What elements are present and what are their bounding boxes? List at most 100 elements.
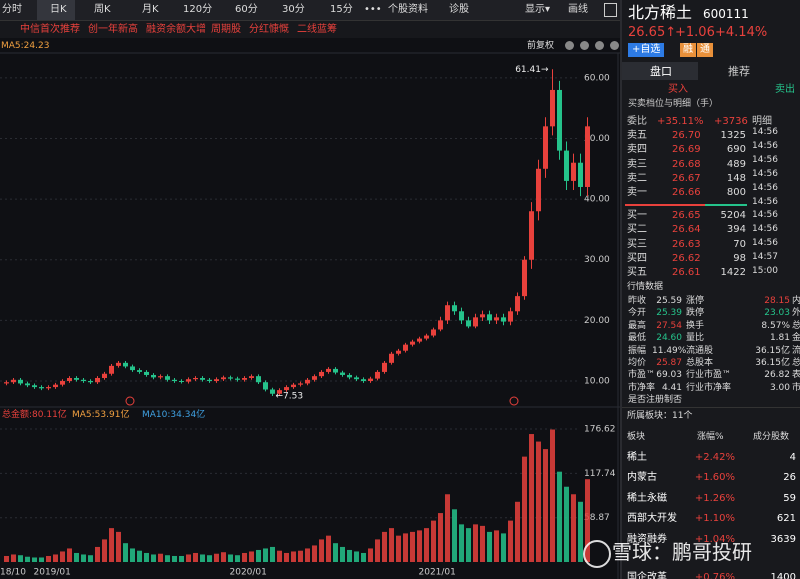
toolbar-tab[interactable]: 个股资料 — [388, 4, 428, 15]
toolbar-tab[interactable]: 周K — [94, 4, 111, 15]
watch-button[interactable]: +自选 — [628, 43, 665, 57]
toolbar-tab[interactable]: 诊股 — [449, 4, 469, 15]
stat-label: 流 — [792, 345, 800, 356]
toolbar — [0, 0, 620, 21]
stock-code: 600111 — [703, 7, 749, 21]
sector-name[interactable]: 稀土永磁 — [627, 492, 667, 504]
sector-change: +1.10% — [694, 513, 735, 525]
tag[interactable]: 中信首次推荐 — [20, 24, 80, 35]
connect-badge[interactable]: 通 — [697, 43, 713, 57]
volume-bar — [228, 554, 233, 562]
x-tick-label: 2019/01 — [34, 568, 71, 578]
stat-label: 金 — [792, 333, 800, 344]
trade-time: 14:56 — [752, 140, 778, 151]
candle-body — [536, 168, 541, 212]
candle-body — [137, 370, 142, 372]
sell-button[interactable]: 卖出 — [775, 84, 795, 95]
book-volume: 489 — [726, 158, 746, 170]
stat-label: 行业市净率 — [686, 382, 732, 393]
volume-bar — [417, 530, 422, 562]
toolbar-button[interactable]: 画线 — [568, 4, 588, 15]
volume-bar — [67, 548, 72, 562]
sector-name[interactable]: 国企改革 — [627, 572, 667, 579]
book-volume: 800 — [726, 187, 746, 199]
toolbar-tab[interactable]: 60分 — [235, 4, 258, 15]
sector-name[interactable]: 西部大开发 — [627, 513, 677, 525]
candle-body — [515, 296, 520, 312]
volume-legend: MA10:34.34亿 — [142, 410, 206, 420]
toolbar-tab[interactable]: 月K — [142, 4, 159, 15]
volume-bar — [158, 553, 163, 562]
toolbar-button[interactable]: 显示▾ — [525, 4, 551, 15]
candle-body — [333, 368, 338, 373]
margin-badge[interactable]: 融 — [680, 43, 696, 57]
book-label: 买五 — [627, 267, 647, 279]
zoom-icon[interactable] — [595, 41, 604, 50]
toolbar-tab[interactable]: 15分 — [330, 4, 353, 15]
max-annotation: 61.41→ — [515, 65, 549, 75]
candle-body — [270, 389, 275, 394]
price: 26.65↑ — [628, 25, 677, 40]
tab[interactable]: 盘口 — [650, 65, 672, 78]
toolbar-tab[interactable]: ••• — [364, 4, 382, 15]
candle-body — [200, 377, 205, 380]
candle-body — [452, 305, 457, 312]
stat-value: 26.82 — [764, 370, 790, 381]
stat-label: 总股本 — [686, 358, 714, 368]
book-volume: 1325 — [720, 130, 746, 141]
zoom-icon[interactable] — [565, 41, 574, 50]
tag[interactable]: 周期股 — [211, 24, 241, 35]
toolbar-tab[interactable]: 120分 — [183, 4, 213, 15]
tag[interactable]: 分红慷慨 — [249, 24, 289, 35]
candle-body — [228, 377, 233, 379]
book-volume: 70 — [733, 238, 746, 250]
toolbar-tab[interactable]: 日K — [50, 4, 67, 15]
trade-time: 14:56 — [752, 238, 778, 249]
candle-body — [32, 385, 37, 388]
stat-value: 25.39 — [656, 308, 682, 319]
tab-bg[interactable] — [622, 62, 698, 80]
tag[interactable]: 创一年新高 — [88, 24, 138, 35]
candle-body — [319, 371, 324, 377]
stat-value: 27.54 — [656, 320, 682, 331]
zoom-icon[interactable] — [580, 41, 589, 50]
toolbar-tab[interactable]: 30分 — [282, 4, 305, 15]
sector-name[interactable]: 融资融券 — [627, 533, 667, 545]
sector-name[interactable]: 内蒙古 — [627, 472, 657, 484]
volume-bar — [424, 528, 429, 562]
volume-bar — [109, 528, 114, 562]
candle-body — [39, 387, 44, 389]
stat-label: 最高 — [628, 320, 647, 331]
candle-body — [459, 311, 464, 321]
candle-body — [445, 305, 450, 321]
volume-bar — [529, 434, 534, 562]
candle-body — [207, 379, 212, 382]
tag[interactable]: 二线蓝筹 — [297, 24, 337, 35]
volume-bar — [410, 531, 415, 562]
stat-label: 最低 — [628, 333, 647, 344]
buy-button[interactable]: 买入 — [668, 84, 688, 95]
volume-bar — [368, 548, 373, 562]
toolbar-icon[interactable] — [604, 3, 617, 17]
stat-label: 振幅 — [628, 345, 647, 356]
toolbar-tab[interactable]: 分时 — [2, 4, 22, 15]
tag[interactable]: 融资余额大增 — [146, 24, 206, 35]
book-price: 26.63 — [672, 238, 701, 250]
volume-bar — [39, 557, 44, 562]
sector-head: 板块 — [627, 432, 646, 442]
book-volume: 5204 — [720, 210, 746, 221]
book-label: 买四 — [627, 252, 647, 264]
zoom-icon[interactable] — [610, 41, 619, 50]
volume-bar — [438, 513, 443, 562]
candle-body — [151, 374, 156, 378]
stat-label: 均价 — [628, 358, 647, 368]
tab[interactable]: 推荐 — [728, 65, 750, 78]
sector-name[interactable]: 稀土 — [627, 452, 647, 463]
book-label: 买一 — [627, 210, 647, 221]
adjust-button[interactable]: 前复权 — [527, 41, 555, 51]
volume-bar — [95, 546, 100, 562]
candle-body — [74, 377, 79, 380]
volume-bar — [571, 494, 576, 562]
candle-body — [214, 379, 219, 382]
candle-body — [235, 378, 240, 380]
